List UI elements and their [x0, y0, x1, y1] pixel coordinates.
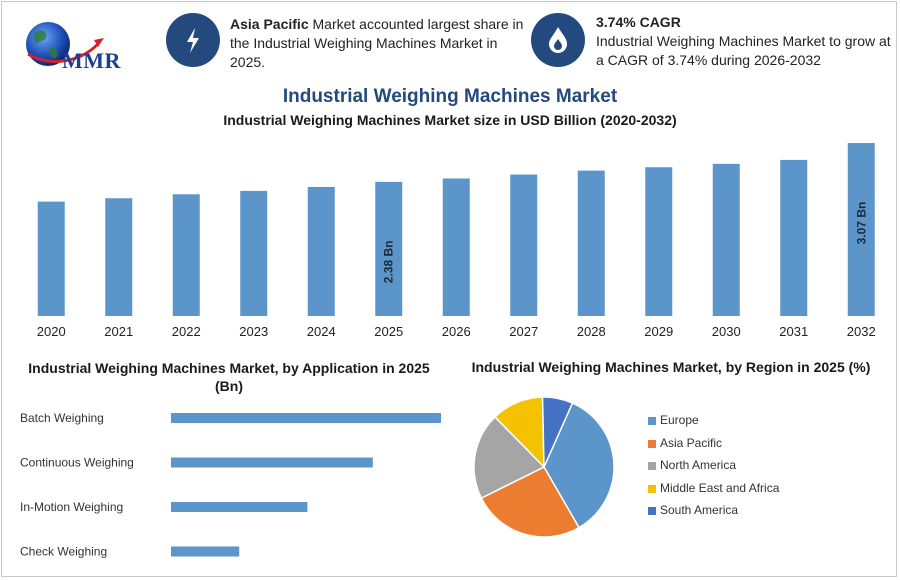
- bar-2023: [240, 190, 268, 316]
- highlight-cagr-bold: 3.74% CAGR: [596, 14, 681, 30]
- bar-2026: [442, 178, 470, 316]
- x-tick-2021: 2021: [104, 324, 133, 339]
- highlight-region-bold: Asia Pacific: [230, 16, 309, 32]
- market-size-bar-chart: 2020 2021 2022 2023 2024 2025 2.38 Bn 2026 2027 2…: [37, 143, 876, 339]
- hbar-check-weighing: [171, 546, 240, 557]
- region-chart-title: Industrial Weighing Machines Market, by …: [471, 359, 871, 375]
- x-tick-2022: 2022: [172, 324, 201, 339]
- legend-label: Asia Pacific: [660, 435, 723, 450]
- legend-swatch: [648, 417, 656, 425]
- x-tick-2025: 2025: [374, 324, 403, 339]
- bar-2021: [105, 198, 133, 316]
- x-tick-2028: 2028: [577, 324, 606, 339]
- logo-text: MMR: [62, 48, 121, 73]
- highlight-region-badge: [166, 13, 220, 67]
- bar-2028: [577, 170, 605, 316]
- highlight-region-body: Market accounted largest share in the In…: [230, 16, 524, 70]
- legend-label: South America: [660, 503, 739, 517]
- x-tick-2032: 2032: [847, 324, 876, 339]
- x-tick-2029: 2029: [644, 324, 673, 339]
- globe-logo-icon: [26, 22, 104, 66]
- legend-swatch: [648, 439, 656, 448]
- flame-drop-icon: [549, 27, 567, 53]
- data-label-2032: 3.07 Bn: [854, 202, 868, 245]
- slice-south-america: [541, 396, 574, 468]
- x-tick-2024: 2024: [307, 324, 336, 339]
- region-pie-chart: [473, 396, 615, 538]
- x-tick-2027: 2027: [509, 324, 538, 339]
- highlight-cagr-body: Industrial Weighing Machines Market to g…: [596, 33, 891, 68]
- bar-2032: [847, 143, 875, 316]
- bar-2020: [37, 201, 65, 316]
- x-tick-2030: 2030: [712, 324, 741, 339]
- legend-label: North America: [660, 458, 737, 472]
- category-label-in-motion-weighing: In-Motion Weighing: [20, 500, 123, 514]
- bar-2029: [645, 167, 673, 316]
- x-tick-2031: 2031: [779, 324, 808, 339]
- category-label-check-weighing: Check Weighing: [20, 545, 107, 559]
- bar-2030: [712, 163, 740, 316]
- highlight-cagr-text: 3.74% CAGR Industrial Weighing Machines M…: [596, 13, 896, 70]
- slice-north-america: [473, 415, 546, 500]
- lightning-bolt-icon: [187, 28, 199, 53]
- hbar-batch-weighing: [171, 413, 441, 423]
- legend-label: Europe: [660, 413, 699, 427]
- bar-chart-title: Industrial Weighing Machines Market size…: [223, 112, 677, 128]
- mmr-logo: [18, 14, 140, 78]
- data-label-2025: 2.38 Bn: [382, 241, 396, 284]
- bar-2027: [510, 174, 538, 316]
- bar-2025: [375, 181, 403, 316]
- application-chart-title: Industrial Weighing Machines Market, by …: [28, 360, 430, 394]
- legend-swatch: [648, 462, 656, 470]
- bar-2024: [307, 186, 335, 316]
- highlight-region-text: Asia Pacific Market accounted largest sh…: [230, 15, 525, 72]
- legend-label: Middle East and Africa: [660, 480, 780, 495]
- category-label-batch-weighing: Batch Weighing: [20, 411, 104, 425]
- highlight-cagr-badge: [531, 13, 585, 67]
- application-bar-chart: Batch Weighing Continuous Weighing In-Moti…: [20, 411, 441, 559]
- x-tick-2026: 2026: [442, 324, 471, 339]
- main-title: Industrial Weighing Machines Market: [282, 86, 618, 107]
- legend-swatch: [648, 507, 656, 515]
- legend-swatch: [648, 484, 656, 493]
- category-label-continuous-weighing: Continuous Weighing: [20, 456, 134, 470]
- hbar-continuous-weighing: [171, 457, 373, 468]
- x-tick-2020: 2020: [37, 324, 66, 339]
- bar-2031: [780, 159, 808, 316]
- x-tick-2023: 2023: [239, 324, 268, 339]
- bar-2022: [172, 194, 200, 316]
- slice-asia-pacific: [480, 466, 581, 538]
- hbar-in-motion-weighing: [171, 502, 308, 512]
